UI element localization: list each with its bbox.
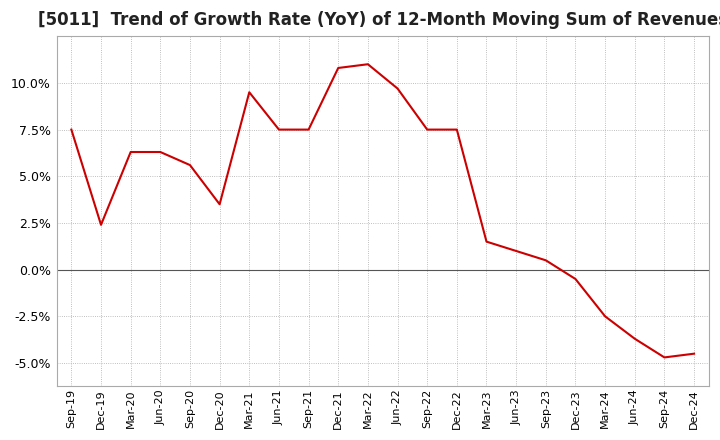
Title: [5011]  Trend of Growth Rate (YoY) of 12-Month Moving Sum of Revenues: [5011] Trend of Growth Rate (YoY) of 12-…	[37, 11, 720, 29]
